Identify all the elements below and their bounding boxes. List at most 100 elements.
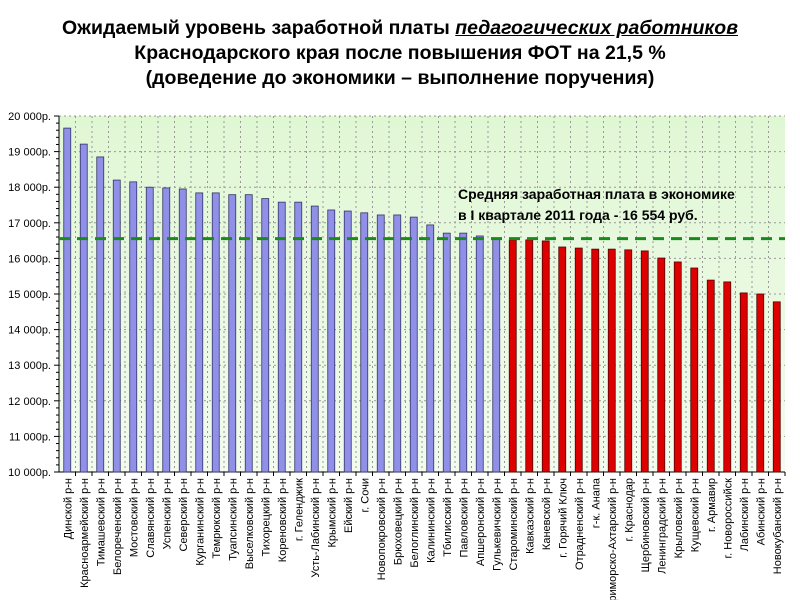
x-tick-label: Динской р-н: [62, 478, 74, 539]
x-tick-label: г. Новороссийск: [722, 478, 734, 559]
bar: [706, 279, 715, 473]
x-tick-label: г. Геленджик: [293, 478, 305, 541]
bar: [657, 257, 666, 473]
y-tick-label: 13 000р.: [8, 360, 51, 372]
title-line-1: Ожидаемый уровень заработной платы: [62, 17, 456, 39]
y-tick-label: 19 000р.: [8, 147, 51, 159]
bar: [228, 194, 237, 473]
x-tick-label: Калининский р-н: [425, 478, 437, 563]
x-tick-label: Белоглинский р-н: [409, 478, 421, 568]
bar: [409, 216, 418, 473]
bar: [277, 201, 286, 473]
bar: [607, 248, 616, 473]
x-tick-label: Лабинский р-н: [739, 478, 751, 551]
title-emphasis: педагогических работников: [455, 17, 738, 39]
chart-title: Ожидаемый уровень заработной платы педаг…: [0, 16, 800, 91]
x-tick-label: Апшеронский р-н: [475, 478, 487, 566]
bar: [492, 237, 501, 473]
bar: [690, 267, 699, 473]
x-tick-label: Новопокровский р-н: [376, 478, 388, 580]
x-tick-label: Красноармейский р-н: [79, 478, 91, 588]
x-tick-label: г. Армавир: [706, 478, 718, 532]
x-tick-label: Славянский р-н: [145, 478, 157, 558]
y-tick-label: 11 000р.: [9, 431, 51, 443]
x-tick-label: Усть-Лабинский р-н: [310, 478, 322, 578]
bar: [376, 214, 385, 473]
bar: [756, 293, 765, 473]
y-tick-label: 12 000р.: [8, 396, 51, 408]
bar: [162, 187, 171, 473]
x-tick-label: Кущевский р-н: [689, 478, 701, 552]
y-tick-label: 20 000р.: [8, 111, 51, 123]
x-tick-label: Павловский р-н: [458, 478, 470, 558]
y-tick-label: 14 000р.: [8, 325, 51, 337]
bar: [426, 224, 435, 473]
bar: [459, 232, 468, 473]
bar: [624, 249, 633, 473]
y-tick-label: 16 000р.: [8, 253, 51, 265]
x-tick-label: Темрюкский р-н: [211, 478, 223, 559]
bar: [673, 261, 682, 473]
bar: [574, 247, 583, 473]
bar: [525, 239, 534, 473]
x-tick-label: Щербиновский р-н: [640, 478, 652, 572]
x-tick-label: г-к. Анапа: [590, 477, 602, 528]
bar: [442, 232, 451, 473]
x-tick-label: Каневской р-н: [541, 478, 553, 550]
x-tick-label: Крыловский р-н: [673, 478, 685, 558]
bar: [129, 181, 138, 473]
x-tick-label: г. Горячий Ключ: [557, 478, 569, 558]
bar: [541, 240, 550, 473]
x-tick-label: Успенский р-н: [161, 478, 173, 549]
bar: [360, 212, 369, 473]
bar: [96, 156, 105, 473]
bar: [178, 188, 187, 473]
x-tick-label: Староминский р-н: [508, 478, 520, 571]
bar: [508, 239, 517, 473]
x-tick-label: Белореченский р-н: [112, 478, 124, 575]
x-tick-label: Брюховецкий р-н: [392, 478, 404, 565]
x-tick-label: Абинский р-н: [755, 478, 767, 545]
bar: [591, 248, 600, 473]
y-tick-label: 10 000р.: [8, 467, 51, 479]
bar: [739, 292, 748, 473]
x-tick-label: г. Сочи: [359, 478, 371, 512]
bar: [327, 209, 336, 473]
bar: [261, 198, 270, 473]
bar: [211, 192, 220, 473]
x-tick-label: Кавказский р-н: [524, 478, 536, 554]
x-tick-label: Приморско-Ахтарский р-н: [607, 478, 619, 600]
bar: [343, 210, 352, 473]
x-tick-label: Крымский р-н: [326, 478, 338, 548]
annotation-line-2: в I квартале 2011 года - 16 554 руб.: [458, 207, 698, 223]
x-tick-label: Северский р-н: [178, 478, 190, 552]
x-tick-label: Гулькевичский р-н: [491, 478, 503, 571]
x-tick-label: Тихорецкий р-н: [260, 478, 272, 556]
x-tick-label: Отрадненский р-н: [574, 478, 586, 570]
reference-annotation: Средняя заработная плата в экономике в I…: [458, 184, 735, 226]
x-tick-label: г. Краснодар: [623, 478, 635, 542]
bar: [63, 127, 72, 473]
bar: [723, 281, 732, 473]
x-tick-label: Мостовский р-н: [128, 478, 140, 557]
annotation-line-1: Средняя заработная плата в экономике: [458, 186, 735, 202]
y-tick-label: 17 000р.: [8, 218, 51, 230]
bar: [475, 235, 484, 473]
x-tick-label: Тимашевский р-н: [95, 478, 107, 566]
x-tick-label: Новокубанский р-н: [772, 478, 784, 574]
y-tick-label: 18 000р.: [8, 182, 51, 194]
bar: [79, 143, 88, 473]
bar: [195, 192, 204, 473]
bar: [558, 246, 567, 473]
title-line-3: (доведение до экономики – выполнение пор…: [145, 67, 655, 89]
x-tick-label: Кореновский р-н: [277, 478, 289, 562]
y-tick-label: 15 000р.: [8, 289, 51, 301]
x-tick-label: Ленинградский р-н: [656, 478, 668, 574]
bar: [772, 301, 781, 473]
bar: [294, 201, 303, 473]
bar: [393, 214, 402, 473]
bar: [310, 205, 319, 473]
x-tick-label: Выселковский р-н: [244, 478, 256, 569]
bar: [244, 194, 253, 473]
